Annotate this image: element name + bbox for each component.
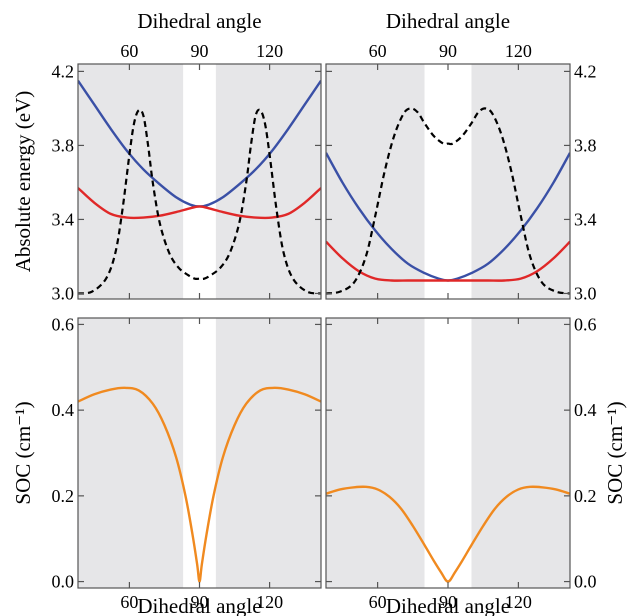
- y-tick-label: 3.8: [52, 135, 75, 155]
- y-tick-label: 3.8: [574, 135, 597, 155]
- series-line-e02828: [326, 240, 570, 282]
- x-tick-label: 90: [191, 41, 209, 61]
- shaded-region: [78, 318, 184, 588]
- series-line-dashed: [326, 107, 570, 295]
- x-tick-label: 120: [505, 41, 532, 61]
- shaded-region: [215, 64, 321, 299]
- y-tick-label: 3.0: [574, 283, 597, 303]
- series-line-f08a20: [78, 386, 321, 583]
- panel-top-left: 60 90 120 3.0 3.4 3.8 4.2 Dihedral angle Absolut…: [11, 9, 322, 303]
- y-tick-label: 0.6: [574, 314, 597, 334]
- shaded-region: [326, 318, 425, 588]
- shaded-region: [215, 318, 321, 588]
- y-tick-label: 3.0: [52, 283, 75, 303]
- y-tick-label: 3.4: [574, 209, 597, 229]
- x-tick-label: 90: [191, 592, 209, 612]
- y-tick-label: 3.4: [52, 209, 75, 229]
- x-axis-title: Dihedral angle: [137, 594, 261, 616]
- x-tick-label: 120: [256, 41, 283, 61]
- x-tick-label: 120: [505, 592, 532, 612]
- panel-top-right: 60 90 120 3.0 3.4 3.8 4.2 Dihedral angle: [325, 9, 597, 303]
- x-tick-label: 90: [439, 592, 457, 612]
- x-axis-title-top: Dihedral angle: [386, 9, 510, 33]
- y-tick-label: 0.4: [52, 400, 75, 420]
- y-tick-label: 0.4: [574, 400, 597, 420]
- x-tick-label: 60: [120, 592, 138, 612]
- series-line-dashed: [78, 108, 321, 295]
- x-tick-label: 120: [256, 592, 283, 612]
- x-axis-title-top: Dihedral angle: [137, 9, 261, 33]
- y-tick-label: 0.6: [52, 314, 75, 334]
- y-axis-title: Absolute energy (eV): [11, 91, 35, 273]
- x-tick-label: 60: [369, 592, 387, 612]
- x-tick-label: 60: [369, 41, 387, 61]
- panel-bottom-left: 60 90 120 0.0 0.2 0.4 0.6 Dihedral angle SOC (cm…: [11, 314, 322, 616]
- y-tick-label: 4.2: [574, 61, 597, 81]
- y-tick-label: 0.2: [52, 486, 75, 506]
- series-line-f08a20: [326, 485, 570, 583]
- shaded-region: [78, 64, 184, 299]
- y-axis-title: SOC (cm⁻¹): [11, 401, 35, 504]
- y-tick-label: 4.2: [52, 61, 75, 81]
- shaded-region: [471, 318, 570, 588]
- y-tick-label: 0.0: [52, 572, 75, 592]
- y-tick-label: 0.2: [574, 486, 597, 506]
- x-tick-label: 90: [439, 41, 457, 61]
- y-tick-label: 0.0: [574, 572, 597, 592]
- y-axis-title: SOC (cm⁻¹): [603, 401, 627, 504]
- x-tick-label: 60: [120, 41, 138, 61]
- panel-bottom-right: 60 90 120 0.0 0.2 0.4 0.6 Dihedral angle SOC (cm…: [325, 314, 627, 616]
- x-axis-title: Dihedral angle: [386, 594, 510, 616]
